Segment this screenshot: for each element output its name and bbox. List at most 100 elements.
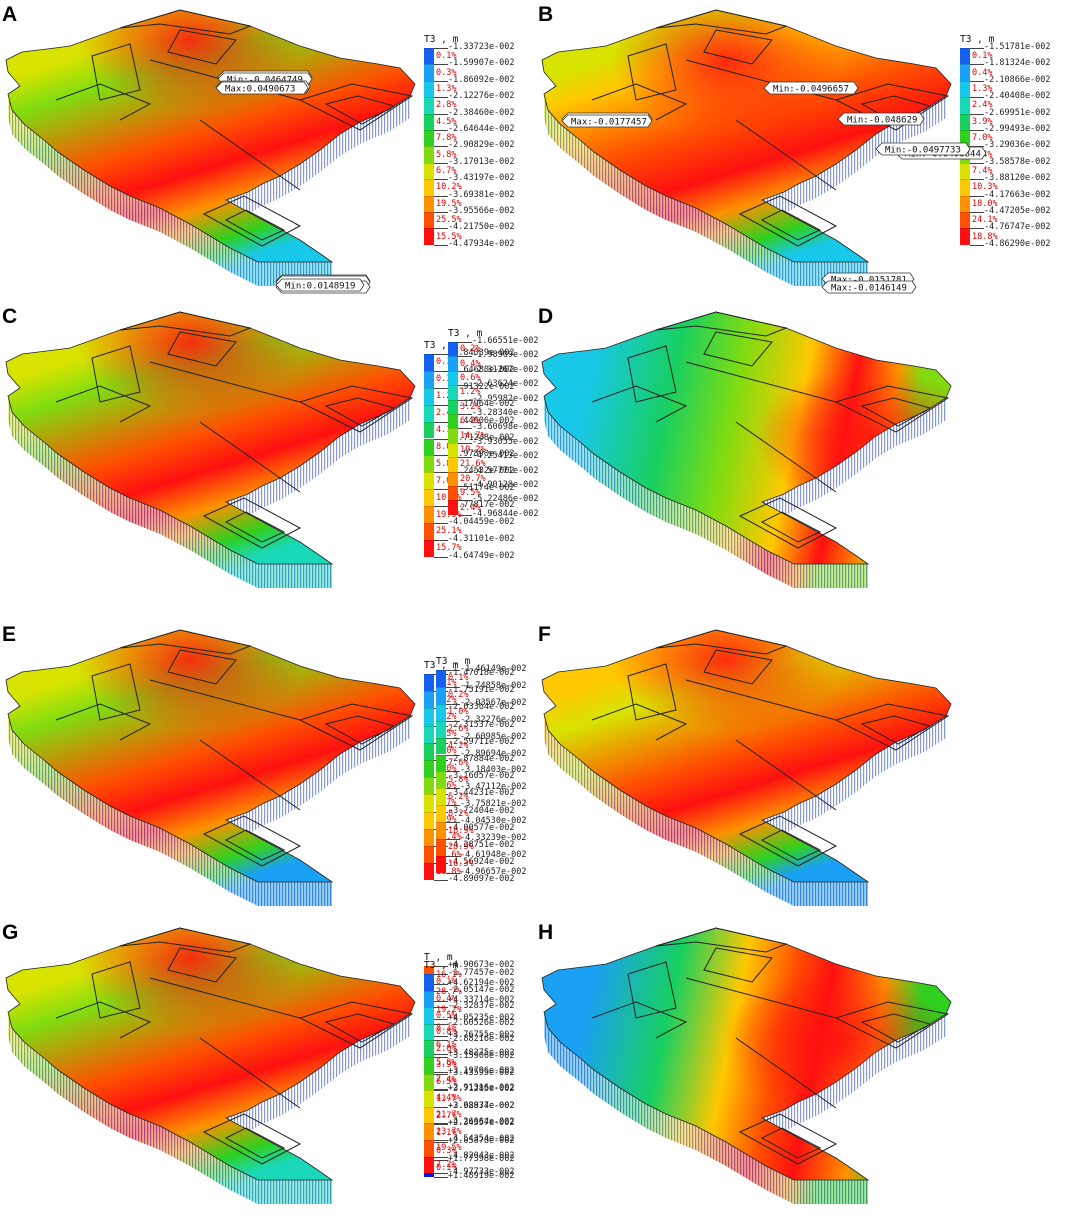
legend-bound: -4.21750e-002: [448, 222, 515, 233]
legend-percent: 18.0%: [972, 198, 998, 209]
legend-percent: 5.6%: [436, 780, 457, 791]
legend-swatch: [960, 48, 970, 65]
structure-outline: [324, 397, 396, 427]
legend-percent: 4.5%: [436, 116, 457, 127]
legend-swatch: [424, 97, 434, 114]
legend-percent: 0.1%: [436, 677, 457, 688]
legend-tick: [446, 872, 460, 874]
structure-outline: [149, 679, 301, 721]
min-callout: Min:-0.0497733: [875, 142, 971, 156]
structure-outline: [224, 511, 286, 543]
legend-tick: [434, 387, 448, 389]
legend-percent: 9.5%: [460, 488, 481, 499]
legend-bound: -2.44606e-002: [448, 415, 515, 426]
raft-slab-peak: [542, 10, 951, 262]
structure-outline: [167, 649, 237, 685]
legend-swatch: [424, 777, 434, 795]
structure-outline: [834, 703, 950, 751]
legend-bound: -4.47205e-002: [984, 206, 1051, 216]
legend-percent: 23.7%: [436, 1126, 462, 1137]
legend-swatch: [424, 195, 434, 212]
color-legend: T3 , m0.1%0.3%1.2%2.4%4.1%8.0%5.8%7.0%10…: [424, 340, 534, 576]
legend-percent: 1.2%: [460, 387, 481, 398]
legend-tick: [446, 822, 460, 824]
legend-swatch: [424, 828, 434, 846]
color-legend: T3 , m0.1%0.4%1.3%2.4%3.9%7.0%6.4%7.4%10…: [960, 34, 1070, 263]
raft-slab-peak: [6, 312, 415, 564]
legend-bound: -4.04530e-002: [460, 816, 527, 827]
legend-percent: 8.0%: [436, 763, 457, 774]
max-callout-text: Max:-0.0151781: [831, 276, 907, 286]
legend-percent: 28.7%: [436, 987, 462, 998]
legend-bound: +2.05878e-002: [448, 1136, 515, 1146]
legend-tick: [434, 1018, 448, 1020]
legend-bound: -2.59711e-002: [448, 736, 515, 747]
legend-percent: 2.8%: [436, 100, 457, 111]
legend-tick: [458, 356, 472, 358]
legend-swatch: [960, 228, 970, 245]
legend-percent: 18.8%: [972, 231, 998, 242]
legend-tick: [434, 1159, 448, 1161]
legend-percent: 16.1%: [436, 969, 462, 980]
legend-percent: 25.5%: [436, 215, 462, 226]
legend-percent: 0.3%: [436, 374, 457, 385]
legend-bound: +4.05235e-002: [448, 1012, 515, 1023]
legend-percent: 2.5%: [436, 729, 457, 740]
legend-tick: [434, 1023, 448, 1025]
raft-slab-peak: [6, 10, 415, 262]
legend-percent: 0.1%: [972, 51, 993, 62]
legend-bound: -3.51174e-002: [448, 483, 515, 494]
legend-tick: [434, 354, 448, 355]
structure-outline: [738, 195, 838, 247]
legend-title: T3 , m: [424, 34, 459, 45]
legend-tick: [446, 805, 460, 807]
legend-bound: +3.19796e-002: [448, 1065, 515, 1076]
legend-tick: [434, 64, 448, 66]
legend-percent: 7.2%: [436, 1159, 457, 1170]
structure-outline: [149, 977, 301, 1019]
legend-bound: -4.61948e-002: [460, 849, 527, 860]
panel-h: H Max:-0.0177457 Min:-0.0497733 T3 , m 0.1% 0…: [424, 114, 1072, 1218]
legend-swatch: [424, 863, 434, 881]
legend-tick: [446, 855, 460, 857]
legend-bound: -1.74858e-002: [460, 680, 527, 691]
min-callout: Min:-0.048629: [837, 112, 925, 126]
legend-percent: 0.2%: [448, 690, 469, 701]
legend-swatch: [424, 64, 434, 81]
legend-tick: [434, 212, 448, 213]
legend-swatch: [960, 130, 970, 147]
structure-outline: [760, 209, 822, 241]
structure-outline: [199, 421, 301, 493]
legend-bound: -4.26664e-002: [448, 1117, 515, 1128]
legend-bound: +2.34357e-002: [448, 1118, 515, 1129]
structure-outline: [167, 29, 237, 65]
legend-bound: -4.90128e-002: [472, 480, 539, 490]
legend-swatch: [436, 703, 446, 721]
legend-swatch: [424, 370, 434, 388]
legend-percent: 9.9%: [436, 815, 457, 826]
legend-tick: [434, 983, 448, 985]
legend-percent: 8.0%: [436, 441, 457, 452]
pile-shading: [544, 72, 868, 286]
structure-outline: [591, 703, 688, 741]
legend-percent: 15.7%: [436, 543, 462, 554]
legend-bound: +4.90673e-002: [448, 960, 515, 970]
structure-outline: [591, 1001, 688, 1039]
legend-bound: -1.59907e-002: [448, 58, 515, 69]
legend-bound: -3.28340e-002: [472, 408, 539, 418]
legend-swatch: [960, 212, 970, 229]
structure-outline: [119, 311, 252, 337]
legend-swatch: [424, 794, 434, 812]
max-callout-text: Max:-0.0146149: [831, 284, 907, 294]
legend-bound: -3.17013e-002: [448, 156, 515, 167]
legend-swatch: [960, 113, 970, 130]
legend-swatch: [424, 811, 434, 829]
legend-bound: -4.76747e-002: [984, 222, 1051, 233]
legend-tick: [970, 80, 984, 82]
legend-tick: [434, 1071, 448, 1073]
legend-percent: 7.6%: [448, 757, 469, 768]
structure-outline: [738, 497, 838, 549]
structure-outline: [655, 9, 788, 35]
legend-swatch: [424, 472, 434, 490]
